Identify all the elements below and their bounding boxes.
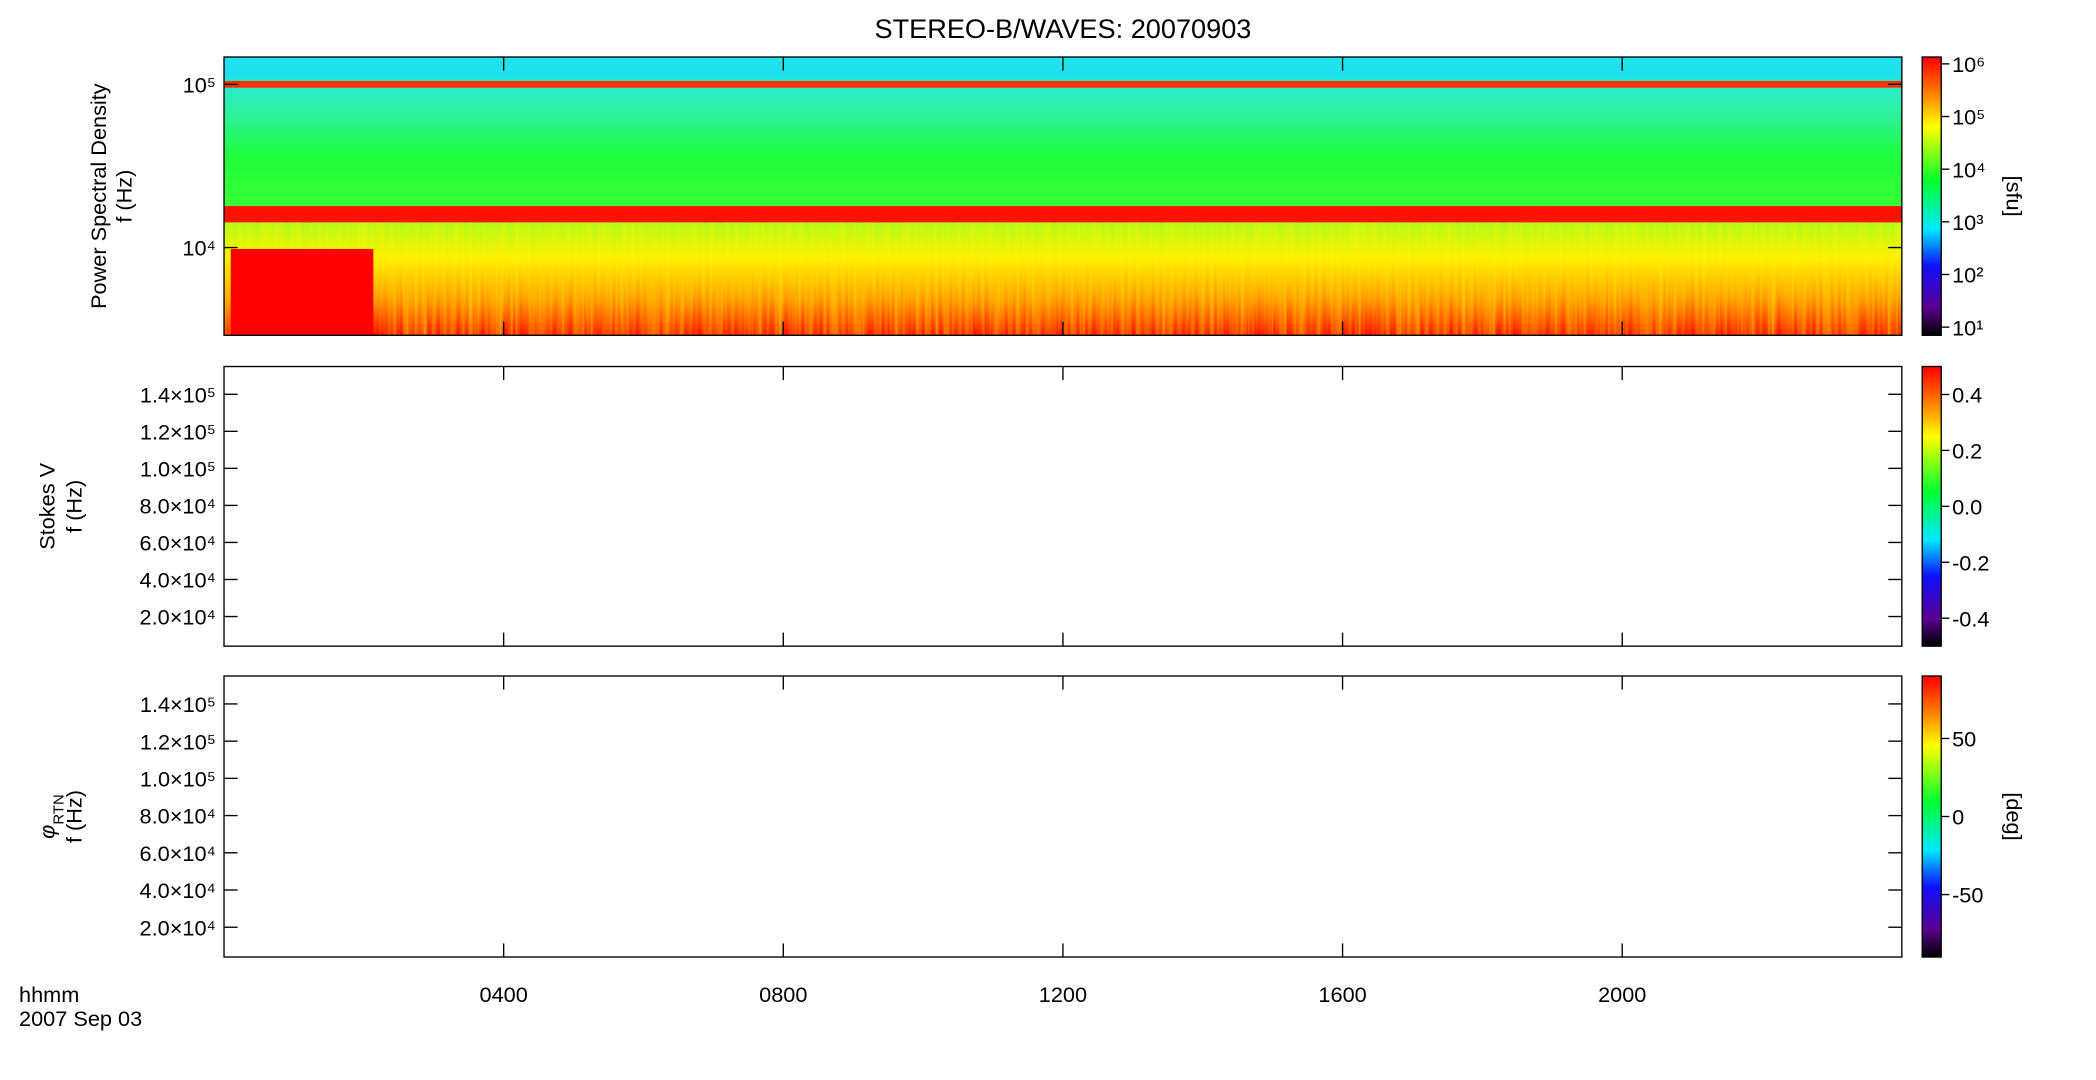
- spectrogram: [224, 206, 1902, 223]
- y-axis-label: Power Spectral Density: [86, 83, 111, 309]
- x-tick-label: 0400: [480, 982, 528, 1007]
- y-axis-label: f (Hz): [61, 480, 86, 533]
- colorbar: [1921, 56, 1942, 336]
- colorbar: [1921, 365, 1942, 647]
- colorbar-tick-label: 50: [1952, 727, 1976, 752]
- x-axis-label: hhmm: [19, 982, 79, 1007]
- colorbar-tick-label: 10⁴: [1952, 157, 1985, 182]
- colorbar-label: [sfu]: [2001, 176, 2026, 217]
- colorbar-tick-label: 10⁵: [1952, 105, 1985, 130]
- x-tick-label: 2000: [1598, 982, 1646, 1007]
- y-axis-label: f (Hz): [61, 790, 86, 843]
- colorbar-tick-label: 10⁶: [1952, 52, 1985, 77]
- y-tick-label: 1.2×10⁵: [140, 729, 216, 754]
- colorbar-tick-label: 10¹: [1952, 315, 1983, 340]
- spectrogram: [230, 248, 374, 336]
- y-axis-label: φRTN: [34, 794, 66, 839]
- y-axis-label: f (Hz): [112, 170, 137, 223]
- y-tick-label: 2.0×10⁴: [140, 915, 216, 940]
- y-tick-label: 6.0×10⁴: [140, 841, 216, 866]
- spectrogram: [224, 218, 1902, 336]
- colorbar: [1921, 675, 1942, 958]
- chart-title: STEREO-B/WAVES: 20070903: [874, 13, 1251, 44]
- plot-frame: [223, 365, 1903, 647]
- colorbar-tick-label: -0.4: [1952, 606, 1989, 631]
- y-tick-label: 8.0×10⁴: [140, 804, 216, 829]
- colorbar-tick-label: -0.2: [1952, 550, 1989, 575]
- y-tick-label: 4.0×10⁴: [140, 568, 216, 593]
- colorbar-tick-label: 0.2: [1952, 439, 1982, 464]
- colorbar-tick-label: 0.0: [1952, 494, 1982, 519]
- y-tick-label: 2.0×10⁴: [140, 605, 216, 630]
- y-tick-label: 10⁵: [183, 72, 216, 97]
- y-tick-label: 1.4×10⁵: [140, 692, 216, 717]
- x-axis-label: 2007 Sep 03: [19, 1006, 142, 1031]
- y-tick-label: 4.0×10⁴: [140, 878, 216, 903]
- y-tick-label: 1.0×10⁵: [140, 767, 216, 792]
- spectrogram: [224, 80, 1902, 88]
- plot-frame: [223, 675, 1903, 958]
- y-tick-label: 1.2×10⁵: [140, 419, 216, 444]
- y-axis-label-symbol: φ: [34, 825, 59, 839]
- colorbar-tick-label: 0: [1952, 805, 1964, 830]
- colorbar-tick-label: -50: [1952, 883, 1983, 908]
- colorbar-tick-label: 0.4: [1952, 383, 1982, 408]
- y-axis-label-subscript: RTN: [50, 794, 67, 824]
- y-axis-label: Stokes V: [34, 462, 59, 549]
- y-tick-label: 1.4×10⁵: [140, 382, 216, 407]
- x-tick-label: 0800: [759, 982, 807, 1007]
- x-tick-label: 1200: [1039, 982, 1087, 1007]
- y-tick-label: 10⁴: [182, 236, 215, 261]
- y-tick-label: 1.0×10⁵: [140, 457, 216, 482]
- x-tick-label: 1600: [1318, 982, 1366, 1007]
- y-tick-label: 8.0×10⁴: [140, 494, 216, 519]
- colorbar-tick-label: 10³: [1952, 210, 1983, 235]
- colorbar-tick-label: 10²: [1952, 263, 1983, 288]
- colorbar-label: [deg]: [2001, 792, 2026, 840]
- y-tick-label: 6.0×10⁴: [140, 531, 216, 556]
